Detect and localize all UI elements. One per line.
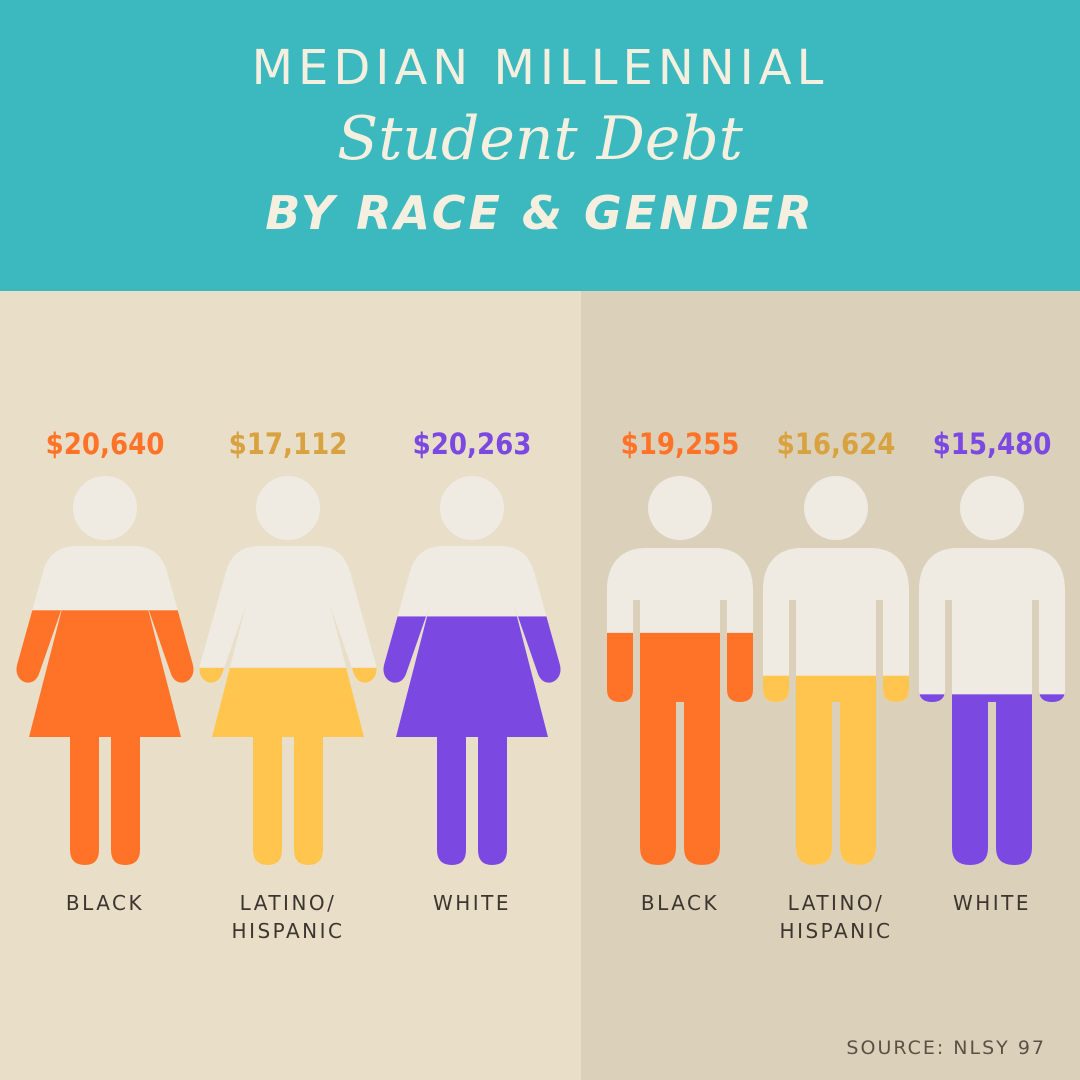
female-black-head: [73, 476, 137, 540]
male-black-fill: [607, 632, 753, 865]
female-white-figure: $20,263 WHITE: [383, 427, 561, 915]
male-latino-hispanic-value: $16,624: [777, 427, 896, 461]
female-white-value: $20,263: [413, 427, 532, 461]
female-white-fill: [383, 616, 561, 865]
source-note: SOURCE: NLSY 97: [846, 1037, 1046, 1059]
female-latino-hispanic-figure: $17,112 LATINO/HISPANIC: [199, 427, 377, 943]
male-latino-hispanic-figure: $16,624 LATINO/HISPANIC: [763, 427, 909, 943]
female-latino-hispanic-fill: [199, 667, 377, 865]
male-black-label: BLACK: [641, 891, 719, 915]
title-line-2: Student Debt: [337, 104, 743, 174]
male-latino-hispanic-fill: [763, 675, 909, 865]
male-white-value: $15,480: [933, 427, 1052, 461]
male-latino-hispanic-head: [804, 476, 868, 540]
male-white-head: [960, 476, 1024, 540]
title-line-1: MEDIAN MILLENNIAL: [251, 40, 829, 96]
female-black-figure: $20,640 BLACK: [16, 427, 194, 915]
male-black-value: $19,255: [621, 427, 740, 461]
female-white-head: [440, 476, 504, 540]
female-latino-hispanic-head: [256, 476, 320, 540]
male-white-fill: [919, 694, 1065, 865]
female-black-value: $20,640: [46, 427, 165, 461]
female-white-label: WHITE: [433, 891, 511, 915]
male-white-body: [919, 548, 1065, 865]
female-black-fill: [16, 610, 194, 865]
male-latino-hispanic-label: LATINO/HISPANIC: [780, 891, 893, 943]
male-black-body: [607, 548, 753, 865]
male-white-figure: $15,480 WHITE: [919, 427, 1065, 915]
male-white-label: WHITE: [953, 891, 1031, 915]
male-latino-hispanic-body: [763, 548, 909, 865]
header-banner: MEDIAN MILLENNIAL Student Debt BY RACE &…: [0, 0, 1080, 291]
male-black-head: [648, 476, 712, 540]
female-black-label: BLACK: [66, 891, 144, 915]
title-line-3: BY RACE & GENDER: [265, 186, 815, 240]
pictogram-chart: $20,640 BLACK $17,112 LATINO/HISPANIC $20,26…: [16, 427, 1065, 943]
female-latino-hispanic-label: LATINO/HISPANIC: [232, 891, 345, 943]
male-black-figure: $19,255 BLACK: [607, 427, 753, 915]
female-latino-hispanic-value: $17,112: [229, 427, 348, 461]
